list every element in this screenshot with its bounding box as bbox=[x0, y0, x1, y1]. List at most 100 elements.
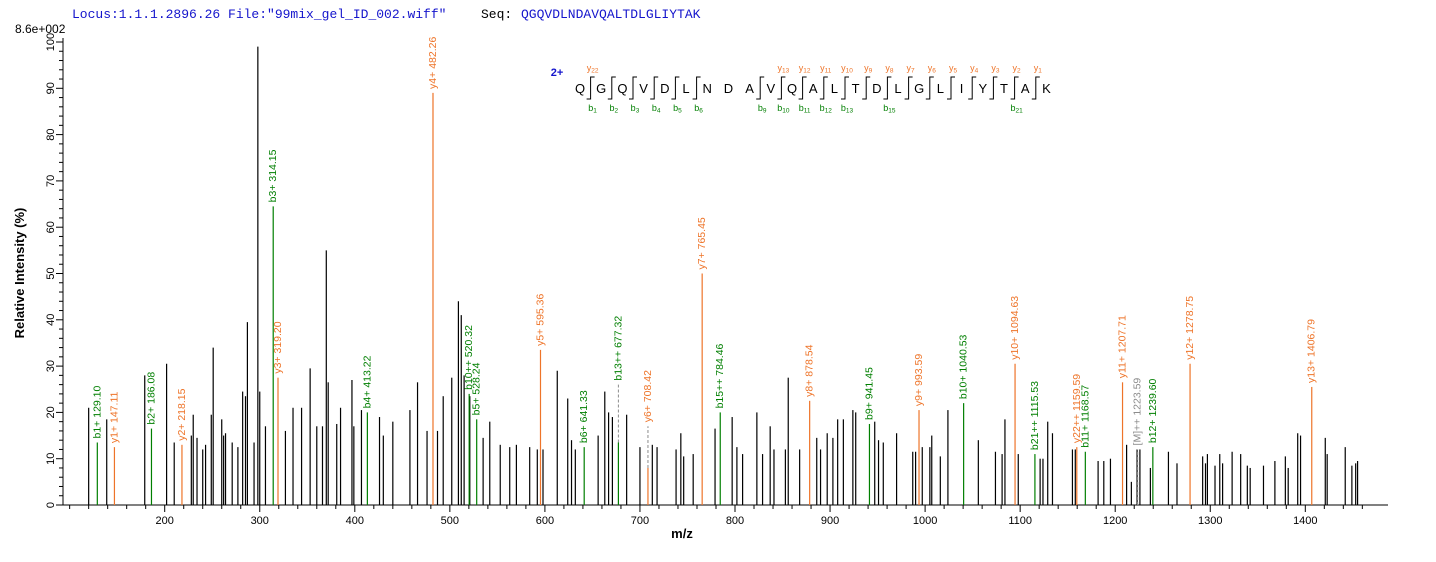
ladder-ion-label: b6 bbox=[694, 103, 703, 115]
ladder-ion-label: y4 bbox=[970, 63, 979, 75]
svg-text:20: 20 bbox=[45, 406, 57, 418]
ion-peak-label: [M]++ 1223.59 bbox=[1132, 378, 1144, 446]
ion-peak-label: y1+ 147.11 bbox=[108, 391, 120, 443]
fragment-divider bbox=[968, 76, 977, 100]
ladder-ion-label: b10 bbox=[777, 103, 790, 115]
ion-peak: b21++ 1115.53 bbox=[1029, 381, 1041, 505]
seq-label: Seq: bbox=[481, 7, 513, 22]
ion-peak-label: y12+ 1278.75 bbox=[1184, 296, 1196, 360]
ladder-ion-label: y12 bbox=[799, 63, 811, 75]
residue-letter: T bbox=[1000, 81, 1008, 96]
svg-text:1300: 1300 bbox=[1198, 515, 1222, 527]
ion-peak: b9+ 941.45 bbox=[863, 367, 875, 505]
svg-text:200: 200 bbox=[156, 515, 174, 527]
ion-peak-label: b5+ 528.24 bbox=[471, 362, 483, 415]
ion-peak: b2+ 186.08 bbox=[145, 372, 157, 505]
residue-letter: D bbox=[872, 81, 881, 96]
ladder-ion-label: y22 bbox=[587, 63, 599, 75]
ladder-ion-label: y9 bbox=[864, 63, 873, 75]
svg-text:30: 30 bbox=[45, 360, 57, 372]
ion-peak: y6+ 708.42 bbox=[642, 370, 654, 505]
y-axis-title: Relative Intensity (%) bbox=[12, 208, 27, 339]
svg-text:80: 80 bbox=[45, 128, 57, 140]
ion-peak: y22++ 1159.59 bbox=[1071, 374, 1083, 505]
ion-peak-label: y9+ 993.59 bbox=[913, 354, 925, 406]
ladder-ion-label: b3 bbox=[631, 103, 640, 115]
ion-peak-label: y3+ 319.20 bbox=[272, 321, 284, 373]
ladder-ion-label: y11 bbox=[820, 63, 832, 75]
ladder-ion-label: b13 bbox=[841, 103, 854, 115]
ladder-ion-label: y13 bbox=[778, 63, 790, 75]
ion-peak-label: y4+ 482.26 bbox=[427, 37, 439, 89]
ion-peak: b13++ 677.32 bbox=[612, 316, 624, 505]
ladder-ion-label: b9 bbox=[758, 103, 767, 115]
ladder-ion-label: b11 bbox=[799, 103, 811, 115]
residue-letter: Q bbox=[787, 81, 797, 96]
ion-peak: y3+ 319.20 bbox=[272, 321, 284, 505]
svg-text:40: 40 bbox=[45, 314, 57, 326]
svg-text:70: 70 bbox=[45, 175, 57, 187]
ion-peak-label: b1+ 129.10 bbox=[91, 385, 103, 438]
ion-peak: y10+ 1094.63 bbox=[1009, 296, 1021, 505]
ion-peak-label: y11+ 1207.71 bbox=[1117, 315, 1129, 378]
ion-peak: y2+ 218.15 bbox=[176, 388, 188, 505]
locus-file-label: Locus:1.1.1.2896.26 File:"99mix_gel_ID_0… bbox=[72, 7, 447, 22]
ladder-ion-label: y2 bbox=[1013, 63, 1022, 75]
ion-peak-label: b9+ 941.45 bbox=[863, 367, 875, 420]
ion-peak: y5+ 595.36 bbox=[534, 293, 546, 505]
residue-letter: Q bbox=[575, 81, 585, 96]
residue-letter: V bbox=[639, 81, 648, 96]
fragment-divider bbox=[629, 76, 637, 100]
ion-peak-label: y6+ 708.42 bbox=[642, 370, 654, 422]
fragment-divider bbox=[671, 76, 680, 100]
max-intensity-label: 8.6e+002 bbox=[15, 22, 66, 36]
ion-peak: y12+ 1278.75 bbox=[1184, 296, 1196, 505]
ion-peak: b5+ 528.24 bbox=[471, 362, 483, 505]
ion-peak: b4+ 413.22 bbox=[361, 355, 373, 505]
residue-letter: D bbox=[724, 81, 733, 96]
residue-letter: L bbox=[682, 81, 689, 96]
fragment-divider bbox=[904, 76, 913, 100]
svg-text:600: 600 bbox=[536, 515, 554, 527]
ion-peak-label: b13++ 677.32 bbox=[612, 316, 624, 381]
ion-peak: b10+ 1040.53 bbox=[958, 334, 970, 505]
ion-peak: b3+ 314.15 bbox=[267, 149, 279, 505]
fragment-divider bbox=[777, 76, 786, 100]
ladder-ion-label: b2 bbox=[609, 103, 618, 115]
svg-text:1200: 1200 bbox=[1103, 515, 1127, 527]
ion-peak-label: b2+ 186.08 bbox=[145, 372, 157, 425]
residue-letter: Q bbox=[617, 81, 627, 96]
fragment-divider bbox=[1031, 76, 1040, 100]
residue-letter: G bbox=[596, 81, 606, 96]
ion-peak: b10++ 520.32 bbox=[463, 325, 475, 505]
ion-peak-label: b4+ 413.22 bbox=[361, 355, 373, 408]
svg-text:1100: 1100 bbox=[1008, 515, 1032, 527]
ion-peak: b12+ 1239.60 bbox=[1147, 378, 1159, 505]
ion-peak-label: y5+ 595.36 bbox=[534, 293, 546, 345]
svg-text:300: 300 bbox=[251, 515, 269, 527]
residue-letter: T bbox=[852, 81, 860, 96]
fragment-divider bbox=[989, 76, 998, 100]
residue-letter: G bbox=[914, 81, 924, 96]
x-axis-title: m/z bbox=[671, 526, 693, 541]
ion-peak: y7+ 765.45 bbox=[696, 217, 708, 505]
ladder-ion-label: y7 bbox=[907, 63, 916, 75]
ladder-ion-label: b4 bbox=[652, 103, 661, 115]
ladder-ion-label: y5 bbox=[949, 63, 958, 75]
svg-text:10: 10 bbox=[45, 453, 57, 465]
ladder-ion-label: y8 bbox=[885, 63, 894, 75]
ion-peak: b6+ 641.33 bbox=[578, 390, 590, 505]
ion-peak-label: b11+ 1168.57 bbox=[1079, 385, 1091, 448]
fragment-divider bbox=[947, 76, 955, 100]
fragment-divider bbox=[819, 76, 828, 100]
header-bar: Locus:1.1.1.2896.26 File:"99mix_gel_ID_0… bbox=[0, 8, 1436, 28]
svg-text:0: 0 bbox=[45, 502, 57, 508]
ion-peak-label: b15++ 784.46 bbox=[714, 343, 726, 408]
fragment-divider bbox=[586, 76, 595, 100]
ion-peak-label: y22++ 1159.59 bbox=[1071, 374, 1083, 443]
residue-letter: V bbox=[766, 81, 775, 96]
fragment-divider bbox=[1010, 76, 1019, 100]
residue-letter: D bbox=[660, 81, 669, 96]
residue-letter: N bbox=[703, 81, 712, 96]
